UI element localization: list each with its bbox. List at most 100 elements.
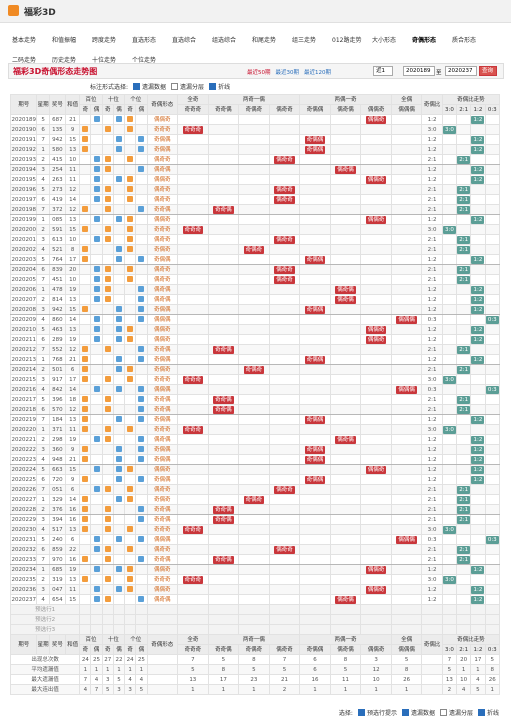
period-link[interactable]: 最近50期: [247, 70, 271, 76]
period-link[interactable]: 最近30期: [275, 70, 300, 76]
parity-cell: [79, 154, 92, 165]
cell: 6: [36, 544, 50, 555]
nav-tab[interactable]: 历史走势: [52, 57, 77, 64]
parity-marker: [104, 375, 111, 382]
checkbox[interactable]: [439, 709, 447, 716]
parity-cell: [90, 514, 103, 525]
parity-cell: [112, 194, 126, 205]
pattern-cell: [268, 314, 301, 325]
cell: 2020189: [9, 114, 38, 125]
option-label[interactable]: 预选行提示: [366, 710, 397, 717]
pattern-cell: [238, 534, 270, 545]
cell: 764: [48, 254, 66, 265]
pattern-cell: [177, 534, 209, 545]
ratio-trend-cell: [456, 524, 472, 535]
option-label[interactable]: 遗漏数据: [410, 710, 435, 717]
parity-marker: [93, 275, 100, 282]
parity-cell: [79, 594, 92, 605]
pattern-cell: [329, 124, 362, 135]
parity-cell: [112, 184, 126, 195]
nav-tab[interactable]: 直选形态: [132, 37, 157, 44]
preselect-cell: [441, 604, 458, 615]
form-cell: 偶奇偶: [146, 594, 179, 605]
option-label[interactable]: 遗漏分层: [180, 84, 205, 91]
parity-cell: [124, 404, 137, 415]
pattern-cell: [329, 564, 362, 575]
column-header: 个位: [124, 94, 148, 105]
parity-marker: [104, 575, 111, 582]
parity-cell: [90, 314, 103, 325]
nav-tab[interactable]: 012路走势: [332, 37, 362, 44]
parity-marker: [82, 345, 89, 352]
stat-value: 8: [329, 654, 362, 665]
nav-tab[interactable]: 二码走势: [12, 57, 37, 64]
checkbox[interactable]: [477, 709, 485, 716]
parity-cell: [135, 394, 148, 405]
option-label[interactable]: 折线: [218, 84, 231, 91]
checkbox[interactable]: [171, 83, 179, 90]
checkbox[interactable]: [133, 83, 141, 90]
cell: 942: [48, 134, 66, 145]
cell: 1: [36, 144, 50, 155]
ratio-trend-cell: [441, 504, 458, 515]
ratio-trend-cell: [441, 194, 458, 205]
pattern-cell: [299, 524, 331, 535]
form-cell: 奇偶偶: [146, 304, 179, 315]
cell: 720: [48, 474, 66, 485]
cell: 12: [64, 184, 81, 195]
cell: 11: [64, 424, 81, 435]
stat-value: 5: [268, 664, 301, 675]
cell: [421, 654, 443, 665]
nav-tab[interactable]: 大小形态: [372, 37, 397, 44]
pattern-cell: [360, 194, 392, 205]
ratio-trend-cell: [441, 304, 458, 315]
option-label[interactable]: 遗漏分层: [448, 710, 473, 717]
ratio-trend-cell: [441, 324, 458, 335]
period-select[interactable]: 近1: [373, 66, 393, 76]
parity-cell: [79, 184, 92, 195]
parity-cell: [124, 534, 137, 545]
nav-tab[interactable]: 十位走势: [92, 57, 117, 64]
pattern-cell: [238, 454, 270, 465]
pattern-cell: [299, 534, 331, 545]
pattern-cell: [268, 144, 301, 155]
form-cell: 奇奇偶: [146, 504, 179, 515]
form-cell: 偶奇奇: [146, 544, 179, 555]
nav-tab[interactable]: 直选综合: [172, 37, 197, 44]
pattern-cell: [238, 434, 270, 445]
form-cell: 奇偶偶: [146, 254, 179, 265]
nav-tab[interactable]: 组三走势: [292, 37, 317, 44]
column-header: 奇偶形态: [146, 94, 179, 115]
nav-tab[interactable]: 基本走势: [12, 37, 37, 44]
data-row: 2020211 6 289 19 偶偶奇 偶偶奇 1:2 1:2: [9, 334, 501, 345]
parity-cell: [79, 324, 92, 335]
preselect-cell: [146, 604, 179, 615]
pattern-cell: [329, 154, 362, 165]
pattern-cell: [207, 284, 240, 295]
checkbox[interactable]: [209, 83, 217, 90]
nav-tab[interactable]: 个位走势: [132, 57, 157, 64]
period-link[interactable]: 最近120期: [304, 70, 331, 76]
pattern-cell: [268, 564, 301, 575]
ratio-trend-cell: [470, 514, 486, 525]
to-input[interactable]: 2020237: [445, 66, 477, 76]
parity-marker: [127, 495, 134, 502]
cell: 10: [64, 274, 81, 285]
nav-tab[interactable]: 跨度走势: [92, 37, 117, 44]
nav-tab[interactable]: 组选综合: [212, 37, 237, 44]
cell: 15: [64, 224, 81, 235]
from-input[interactable]: 2020189: [403, 66, 435, 76]
nav-tab[interactable]: 和尾走势: [252, 37, 277, 44]
checkbox[interactable]: [357, 709, 365, 716]
nav-tab[interactable]: 和值振幅: [52, 37, 77, 44]
pattern-cell: [238, 564, 270, 575]
option-label[interactable]: 折线: [486, 710, 499, 717]
stat-value: 1: [79, 664, 92, 675]
checkbox[interactable]: [401, 709, 409, 716]
parity-cell: [101, 414, 114, 425]
option-label[interactable]: 遗漏数据: [142, 84, 167, 91]
parity-marker: [104, 405, 111, 412]
query-button[interactable]: 查询: [479, 66, 497, 76]
nav-tab[interactable]: 质合形态: [452, 37, 477, 44]
nav-tab[interactable]: 奇偶形态: [412, 37, 437, 44]
